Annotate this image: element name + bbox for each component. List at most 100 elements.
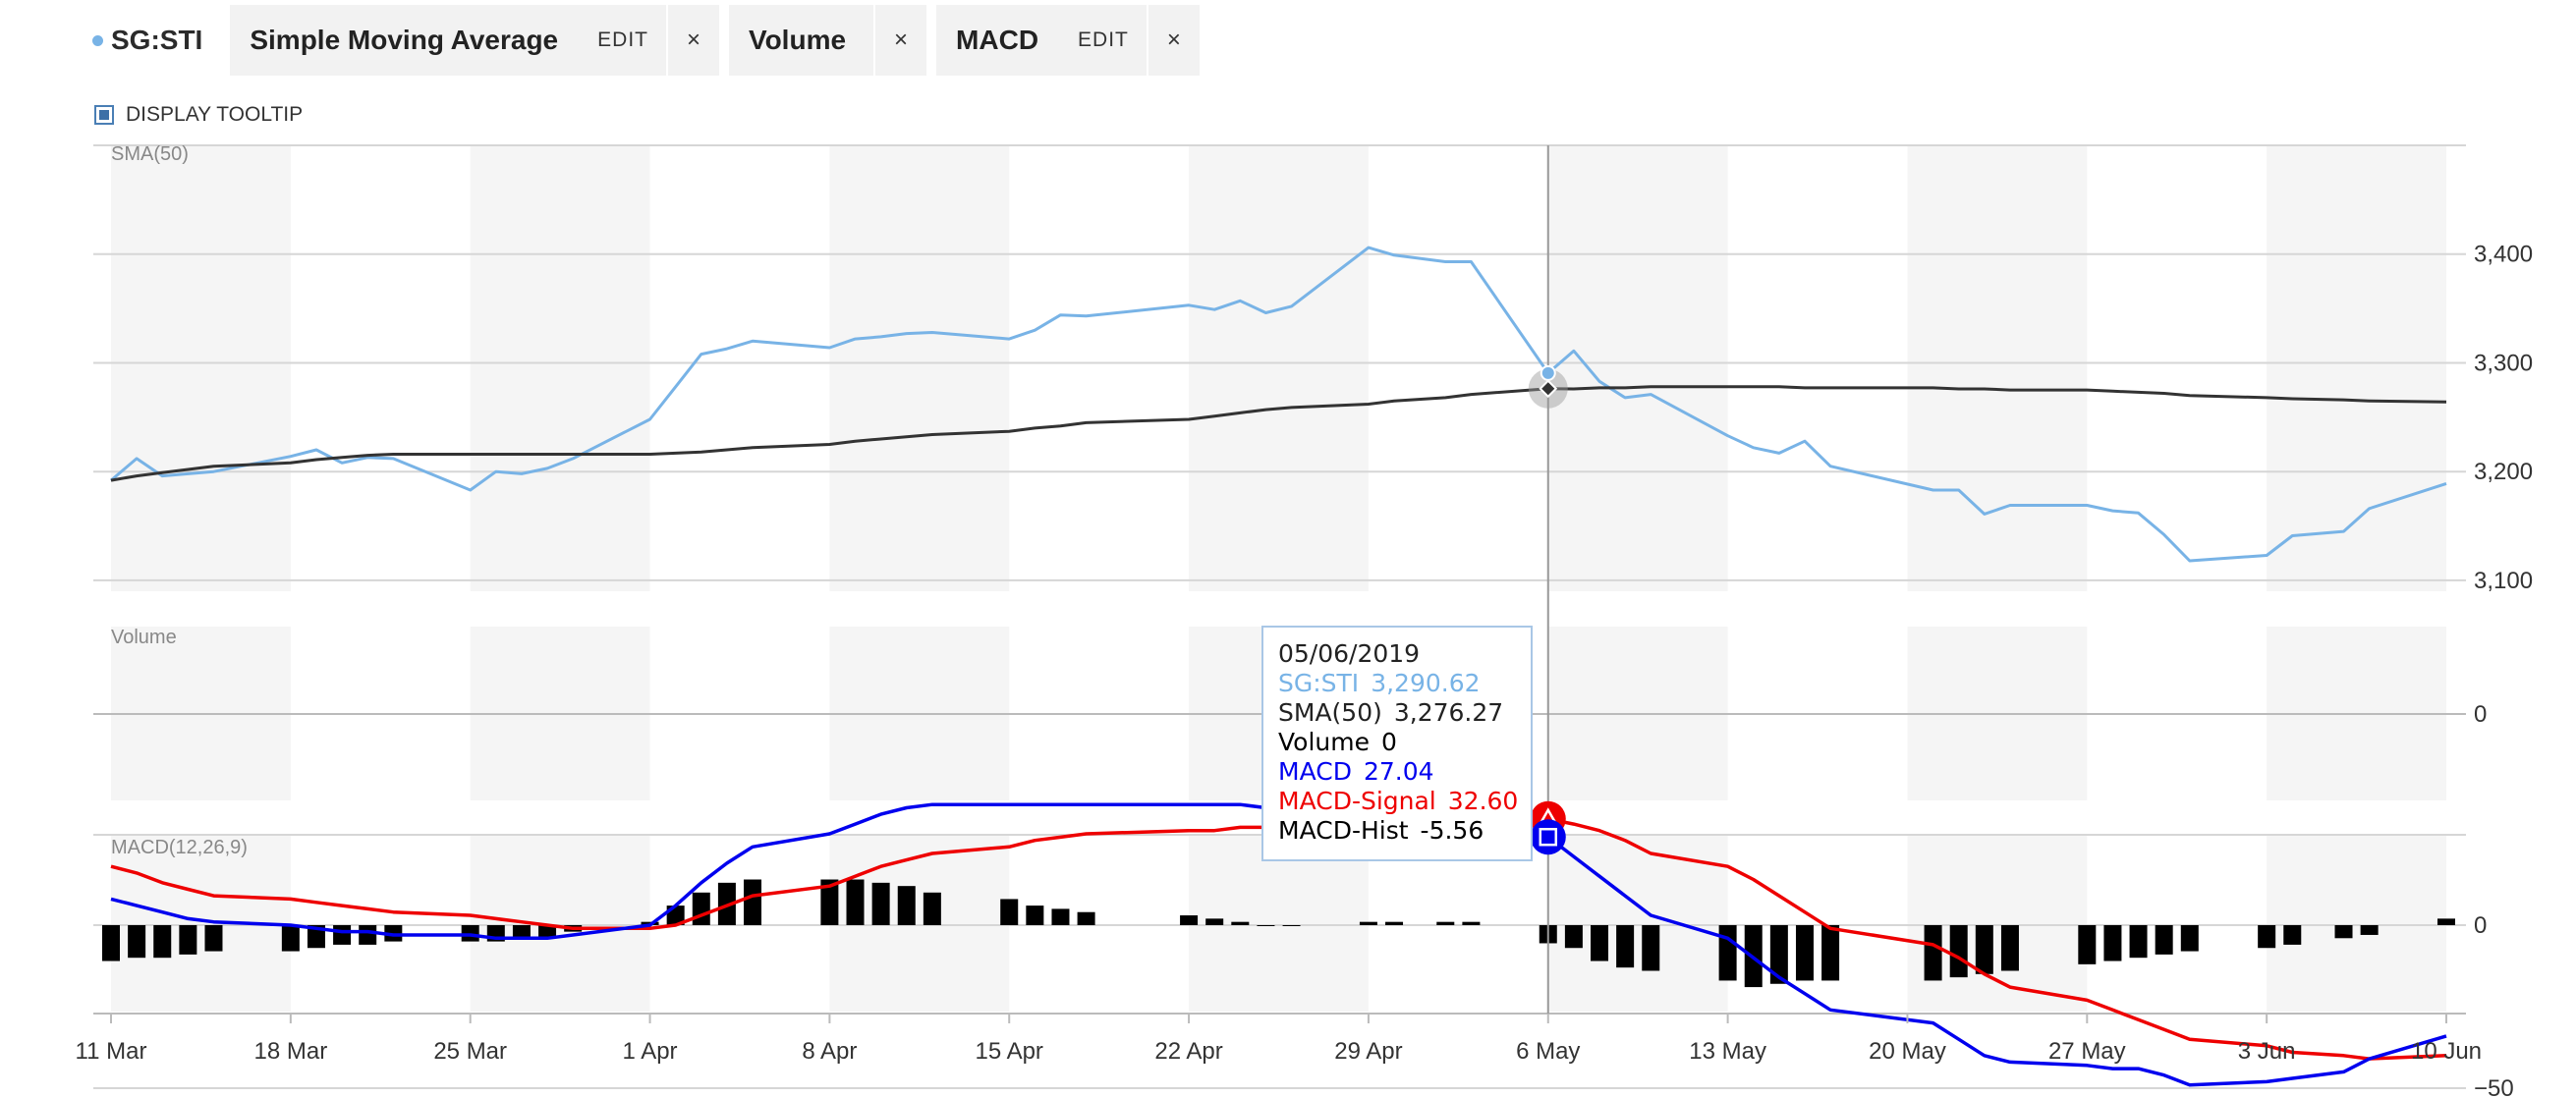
macd-hist-bar [846,879,865,925]
tab-macd: MACD EDIT × [936,5,1200,76]
volume-close-icon[interactable]: × [873,5,926,76]
macd-hist-bar [1924,925,1942,981]
macd-signal-line [110,817,2447,1061]
week-band [2267,145,2446,591]
x-tick-label: 10 Jun [2411,1038,2482,1065]
tooltip-signal-value: 32.60 [1447,787,1519,815]
macd-hist-bar [2000,925,2019,971]
panel-label: SMA(50) [111,143,189,165]
tooltip-hist-value: -5.56 [1420,816,1484,845]
macd-hist-bar [1769,925,1788,984]
macd-hist-bar [204,925,223,952]
tooltip-sma-value: 3,276.27 [1393,698,1504,727]
macd-hist-bar [1462,921,1481,925]
macd-hist-bar [1436,921,1455,925]
tooltip-sti-value: 3,290.62 [1371,669,1481,697]
macd-hist-bar [2078,925,2097,964]
macd-hist-bar [1026,906,1044,925]
y-tick-label: 3,100 [2474,568,2533,594]
checkbox-icon[interactable] [94,105,114,125]
macd-hist-bar [512,925,531,939]
tab-volume: Volume × [728,5,927,76]
y-tick-label: 3,200 [2474,459,2533,485]
x-tick-label: 13 May [1689,1038,1766,1065]
macd-hist-bar [1180,915,1199,925]
tooltip-macd-label: MACD [1278,757,1352,786]
week-band [1547,145,1728,591]
macd-hist-bar [1975,925,1993,974]
macd-hist-bar [1949,925,1968,978]
macd-hist-bar [102,925,120,961]
macd-hist-bar [2283,925,2302,945]
macd-hist-bar [2155,925,2173,955]
macd-close-icon[interactable]: × [1146,5,1200,76]
sti-line [110,246,2447,563]
macd-edit-button[interactable]: EDIT [1078,28,1129,51]
y-tick-label: −50 [2474,1075,2514,1098]
week-band [2267,835,2446,1012]
tooltip-macd-value: 27.04 [1363,757,1434,786]
week-band [470,145,650,591]
tooltip-sma-label: SMA(50) [1278,698,1382,727]
panel-label: Volume [111,627,177,648]
macd-marker-symbol [1539,827,1558,847]
x-tick-label: 3 Jun [2238,1038,2296,1065]
macd-hist-bar [1051,908,1070,925]
macd-hist-bar [1642,925,1660,971]
macd-line [110,802,2447,1087]
macd-hist-bar [923,892,941,925]
tooltip-row-sma: SMA(50) 3,276.27 [1278,698,1516,728]
macd-hist-bar [897,886,916,925]
y-tick-label: 0 [2474,701,2487,728]
macd-hist-bar [359,925,377,945]
checkbox-checked-mark [99,110,109,120]
macd-hist-bar [333,925,352,945]
macd-hist-bar [1591,925,1609,961]
macd-hist-bar [1205,918,1224,925]
macd-hist-bar [2180,925,2199,952]
tab-sma-label: Simple Moving Average [250,25,559,55]
macd-hist-bar [538,925,557,939]
y-tick-label: 0 [2474,912,2487,939]
x-tick-label: 22 Apr [1154,1038,1222,1065]
tooltip-row-signal: MACD-Signal 32.60 [1278,787,1519,816]
x-tick-label: 1 Apr [623,1038,678,1065]
panel-label: MACD(12,26,9) [111,837,248,858]
sma-close-icon[interactable]: × [665,5,719,76]
tooltip-row-sti: SG:STI 3,290.62 [1278,669,1516,698]
macd-hist-bar [2360,925,2379,935]
week-band [470,835,650,1012]
macd-hist-bar [1718,925,1737,981]
macd-hist-bar [692,892,710,925]
y-tick-label: 3,400 [2474,242,2533,268]
macd-hist-bar [1385,921,1404,925]
x-tick-label: 18 Mar [253,1038,327,1065]
indicator-tabbar: SG:STI Simple Moving Average EDIT × Volu… [81,5,1200,76]
macd-hist-bar [1821,925,1840,981]
chart-tooltip: 05/06/2019 SG:STI 3,290.62 SMA(50) 3,276.2… [1261,626,1533,861]
week-band [1547,835,1728,1012]
tooltip-volume-value: 0 [1380,728,1397,756]
tooltip-row-macd: MACD 27.04 [1278,757,1516,787]
macd-hist-bar [1616,925,1635,968]
x-tick-label: 29 Apr [1334,1038,1402,1065]
macd-hist-bar [1257,925,1275,926]
sma-edit-button[interactable]: EDIT [597,28,648,51]
y-tick-label: 3,300 [2474,350,2533,376]
tooltip-signal-label: MACD-Signal [1278,787,1436,815]
macd-hist-bar [1000,899,1019,925]
macd-hover-marker [1530,819,1566,855]
x-tick-label: 8 Apr [802,1038,857,1065]
symbol-tab[interactable]: SG:STI [81,5,220,76]
x-tick-label: 20 May [1869,1038,1946,1065]
tooltip-hist-label: MACD-Hist [1278,816,1409,845]
week-band [111,145,291,591]
macd-hist-bar [179,925,197,955]
tooltip-row-hist: MACD-Hist -5.56 [1278,816,1516,846]
macd-hist-bar [1359,921,1377,925]
week-band [1189,145,1369,591]
macd-hist-bar [820,879,839,925]
display-tooltip-toggle[interactable]: DISPLAY TOOLTIP [94,103,303,127]
x-tick-label: 11 Mar [76,1038,147,1065]
